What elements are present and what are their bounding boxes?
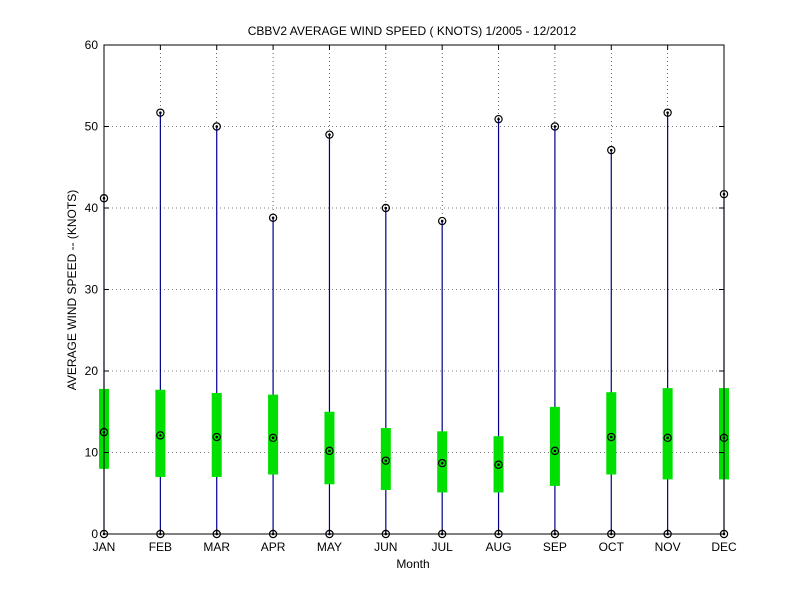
x-tick-label: DEC — [711, 540, 737, 554]
median-marker-dot — [609, 435, 613, 439]
median-marker-ring — [607, 432, 616, 442]
median-marker-dot — [497, 463, 500, 467]
y-tick-label: 50 — [85, 120, 99, 134]
x-tick-label: SEP — [543, 540, 567, 554]
median-marker-dot — [215, 435, 219, 439]
max-marker-dot — [384, 206, 388, 210]
max-marker — [494, 114, 503, 124]
median-marker-dot — [328, 449, 331, 453]
max-marker-ring — [268, 213, 278, 222]
max-marker-dot — [215, 125, 219, 128]
max-marker-dot — [440, 219, 444, 223]
median-marker-dot — [384, 459, 388, 462]
x-tick-label: JUN — [374, 540, 397, 554]
median-marker-ring — [550, 446, 560, 456]
x-tick-label: FEB — [149, 540, 172, 554]
median-marker-dot — [666, 436, 669, 440]
max-marker-dot — [328, 133, 331, 136]
y-axis-title: AVERAGE WIND SPEED -- (KNOTS) — [65, 190, 79, 390]
max-marker — [550, 122, 560, 131]
y-tick-label: 10 — [85, 446, 99, 460]
max-marker — [381, 203, 391, 213]
y-tick-label: 30 — [85, 283, 99, 297]
median-marker-ring — [437, 458, 447, 468]
max-marker-dot — [497, 117, 500, 121]
x-tick-label: AUG — [486, 540, 512, 554]
max-marker-dot — [609, 148, 613, 152]
max-marker — [325, 130, 334, 139]
max-marker-ring — [437, 216, 447, 226]
y-tick-label: 0 — [91, 527, 98, 541]
grid — [104, 45, 724, 534]
x-axis-title: Month — [396, 557, 429, 571]
max-marker-dot — [666, 111, 669, 114]
max-marker-ring — [550, 122, 560, 131]
x-tick-label: JAN — [93, 540, 116, 554]
max-marker-ring — [156, 108, 165, 117]
x-tick-label: APR — [261, 540, 286, 554]
x-tick-label: JUL — [432, 540, 454, 554]
max-marker-dot — [159, 111, 162, 114]
iqr-box — [380, 428, 391, 490]
median-marker — [550, 446, 560, 456]
max-marker-ring — [607, 145, 616, 155]
x-tick-label: MAR — [203, 540, 230, 554]
median-marker — [212, 432, 221, 442]
x-axis-ticks: JAN FEB MAR APR MAY JUN JUL AUG SEP OCT NOV DEC — [93, 45, 737, 554]
max-marker-dot — [553, 125, 557, 128]
max-marker — [268, 213, 278, 222]
median-marker-ring — [212, 432, 221, 442]
iqr-box — [549, 406, 560, 486]
x-tick-label: OCT — [599, 540, 625, 554]
x-tick-label: NOV — [655, 540, 681, 554]
max-marker-ring — [212, 122, 221, 131]
max-marker — [607, 145, 616, 155]
chart-title: CBBV2 AVERAGE WIND SPEED ( KNOTS) 1/2005… — [248, 24, 577, 38]
boxes — [99, 388, 729, 493]
max-marker-ring — [381, 203, 391, 213]
median-marker-ring — [663, 433, 672, 443]
median-marker — [381, 456, 391, 465]
max-marker — [437, 216, 447, 226]
median-marker-dot — [440, 461, 444, 465]
max-marker-ring — [663, 108, 672, 117]
median-marker — [156, 431, 165, 440]
max-marker — [212, 122, 221, 131]
y-axis-ticks: 0 10 20 30 40 50 60 — [85, 38, 724, 541]
median-marker — [663, 433, 672, 443]
max-marker-ring — [325, 130, 334, 139]
median-marker — [437, 458, 447, 468]
median-marker-ring — [325, 446, 334, 456]
y-tick-label: 40 — [85, 201, 99, 215]
median-marker-dot — [271, 436, 275, 440]
y-tick-label: 60 — [85, 38, 99, 52]
markers — [99, 108, 729, 539]
max-marker — [156, 108, 165, 117]
max-marker-ring — [494, 114, 503, 124]
y-tick-label: 20 — [85, 364, 99, 378]
median-marker-ring — [268, 433, 278, 443]
median-marker — [325, 446, 334, 456]
median-marker-dot — [553, 449, 557, 453]
iqr-box — [324, 411, 335, 485]
median-marker — [607, 432, 616, 442]
iqr-box — [211, 393, 222, 477]
median-marker-dot — [159, 434, 162, 437]
whiskers — [103, 112, 725, 534]
median-marker — [268, 433, 278, 443]
x-tick-label: MAY — [317, 540, 342, 554]
max-marker-dot — [271, 216, 275, 220]
median-marker-ring — [494, 460, 503, 469]
median-marker-ring — [381, 456, 391, 465]
iqr-box — [155, 389, 166, 477]
max-marker — [663, 108, 672, 117]
median-marker — [494, 460, 503, 469]
median-marker-ring — [156, 431, 165, 440]
